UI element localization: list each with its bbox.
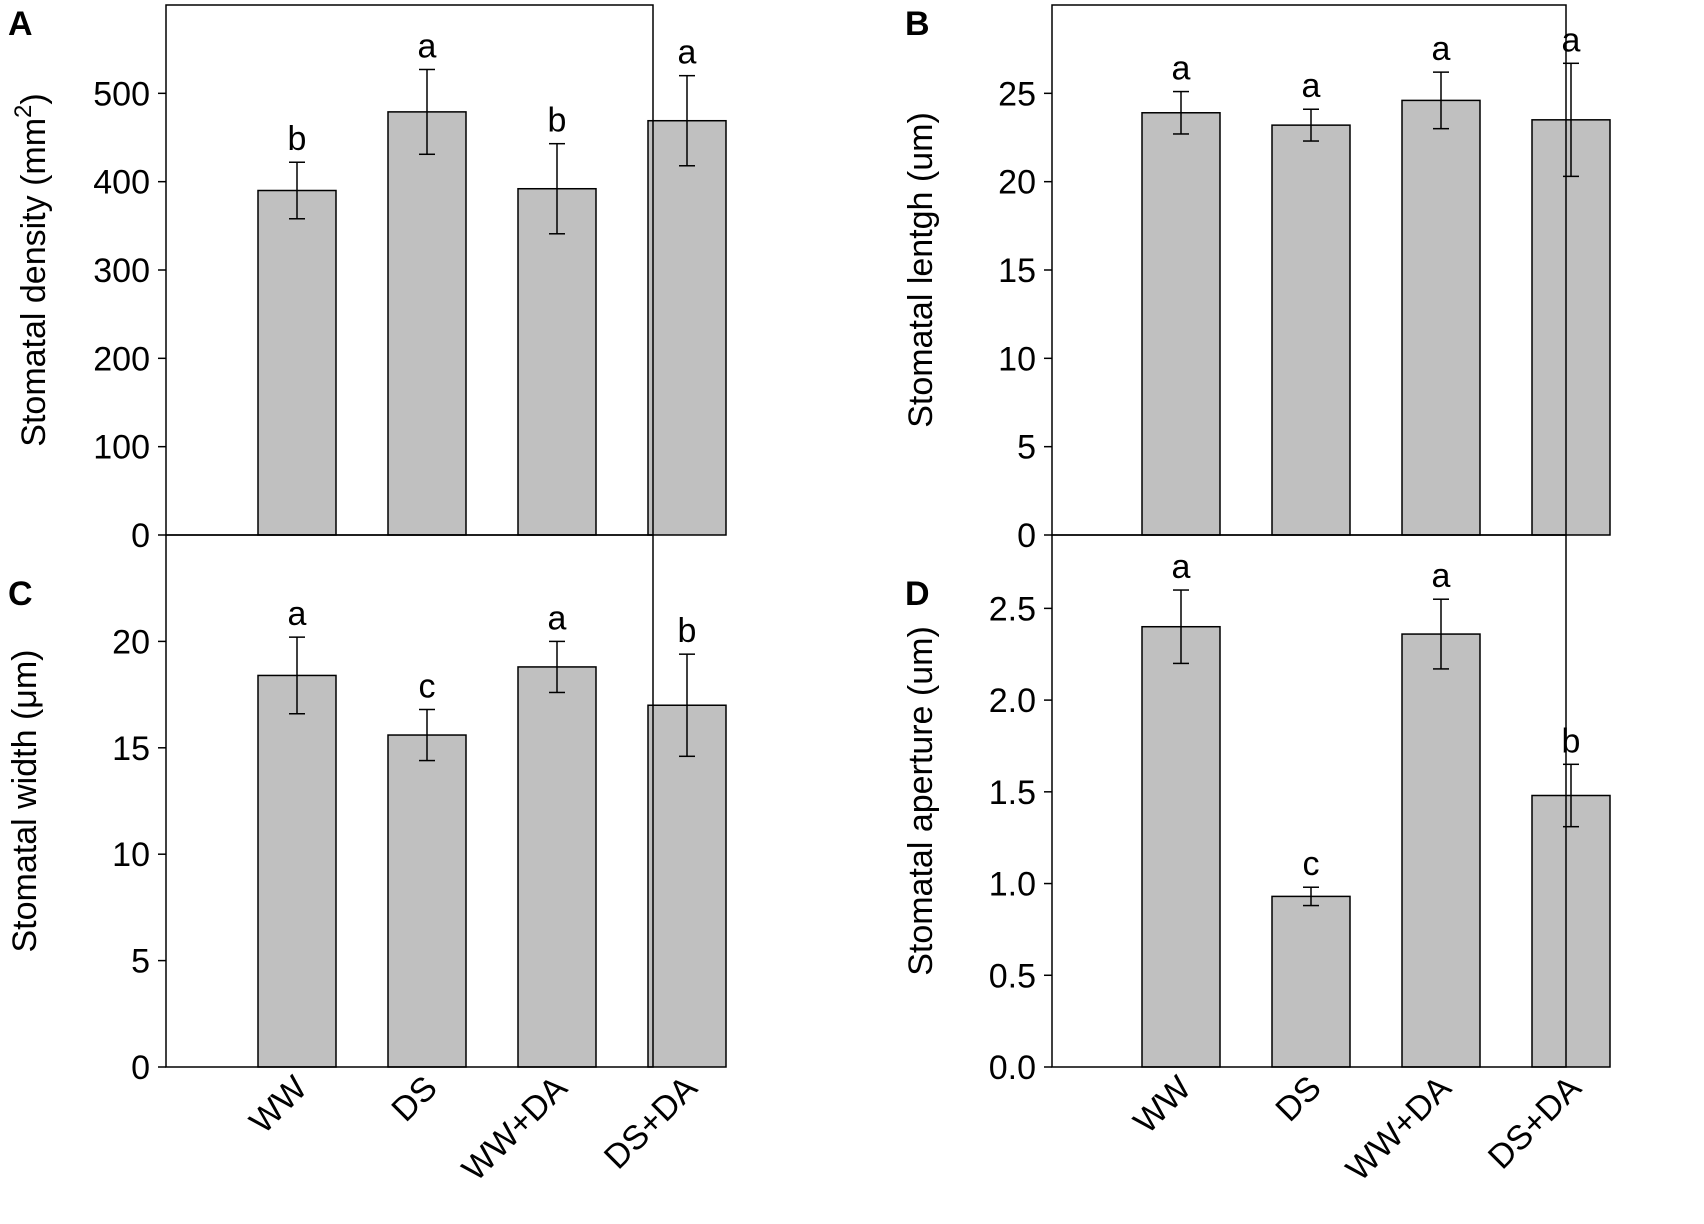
y-tick-label: 100 (93, 429, 150, 467)
bar-ds (1271, 124, 1351, 536)
bar-ww (1141, 625, 1221, 1068)
error-bar (419, 708, 435, 762)
y-tick-label: 500 (93, 75, 150, 113)
error-bar (1173, 90, 1189, 135)
bar-ww (257, 674, 337, 1068)
plot-frame (165, 534, 654, 1068)
error-bar (1303, 108, 1319, 142)
y-axis-label: Stomatal width (μm) (6, 650, 44, 953)
significance-letter: a (678, 34, 697, 72)
error-bar (679, 653, 695, 758)
bar-ds-plus-da (1531, 119, 1611, 536)
significance-letter: a (1172, 50, 1191, 88)
x-category-label: WW (242, 1069, 314, 1141)
y-tick-label: 10 (112, 836, 150, 874)
y-axis-label-text: Stomatal aperture (um) (902, 626, 940, 976)
error-bar (549, 142, 565, 235)
error-bar (1173, 589, 1189, 665)
significance-letter: a (418, 27, 437, 65)
y-tick-label: 0.5 (989, 957, 1036, 995)
x-category-label: WW (1126, 1069, 1198, 1141)
y-tick-label: 15 (998, 252, 1036, 290)
y-tick-label: 1.0 (989, 866, 1036, 904)
y-tick-label: 0 (131, 517, 150, 555)
y-axis-label-text: Stomatal lentgh (um) (902, 112, 940, 428)
bar-ds (1271, 895, 1351, 1068)
panel-a: b a b a 0 100 200 300 400 500 A Stomatal density (m… (8, 4, 727, 555)
significance-letter: b (288, 120, 307, 158)
panel-letter: A (8, 5, 33, 43)
bar-ww-plus-da (517, 187, 597, 536)
y-axis-label-superscript: 2 (10, 105, 37, 118)
x-category-label: DS (1268, 1069, 1328, 1129)
significance-letter: a (1432, 557, 1451, 595)
y-tick-label: 5 (131, 943, 150, 981)
plot-frame (1051, 534, 1567, 1068)
significance-letter: c (419, 667, 436, 705)
bar-ww (1141, 112, 1221, 536)
y-tick-label: 2.5 (989, 590, 1036, 628)
significance-letter: a (548, 599, 567, 637)
x-category-label: DS (384, 1069, 444, 1129)
error-bar (1303, 886, 1319, 907)
y-tick-label: 0 (1017, 517, 1036, 555)
bar-ww-plus-da (1401, 99, 1481, 536)
x-category-label: WW+DA (1339, 1069, 1459, 1189)
bar-ds (387, 734, 467, 1068)
y-tick-label: 0 (131, 1049, 150, 1087)
significance-letter: a (1432, 30, 1451, 68)
y-tick-label: 300 (93, 252, 150, 290)
bar-ww (257, 189, 337, 536)
bar-ds-plus-da (647, 119, 727, 536)
panel-b: a a a a 0 5 10 15 20 25 B Stomatal lentgh (um) (902, 4, 1611, 555)
significance-letter: b (1562, 722, 1581, 760)
bar-ww-plus-da (1401, 633, 1481, 1068)
significance-letter: a (1172, 548, 1191, 586)
x-category-label: DS+DA (597, 1069, 705, 1177)
y-axis-label-text: Stomatal density (mm (15, 118, 53, 447)
bar-ds-plus-da (1531, 794, 1611, 1068)
bar-ds-plus-da (647, 704, 727, 1068)
y-axis-label: Stomatal lentgh (um) (902, 112, 940, 428)
bar-ds (387, 111, 467, 536)
error-bar (679, 74, 695, 167)
error-bar (1433, 598, 1449, 670)
significance-letter: a (1302, 67, 1321, 105)
error-bar (289, 161, 305, 220)
y-tick-label: 10 (998, 340, 1036, 378)
x-category-label: WW+DA (455, 1069, 575, 1189)
significance-letter: a (288, 595, 307, 633)
significance-letter: c (1303, 845, 1320, 883)
y-tick-label: 25 (998, 75, 1036, 113)
y-axis-label-close: ) (15, 93, 53, 104)
y-tick-label: 15 (112, 730, 150, 768)
y-axis-label: Stomatal aperture (um) (902, 626, 940, 976)
y-tick-label: 5 (1017, 429, 1036, 467)
y-tick-label: 1.5 (989, 774, 1036, 812)
error-bar (419, 68, 435, 156)
y-axis-label: Stomatal density (mm2) (10, 93, 53, 446)
error-bar (549, 640, 565, 694)
significance-letter: b (678, 612, 697, 650)
y-tick-label: 20 (998, 164, 1036, 202)
y-tick-label: 400 (93, 164, 150, 202)
y-axis-label-text: Stomatal width (μm) (6, 650, 44, 953)
y-tick-label: 20 (112, 623, 150, 661)
significance-letter: b (548, 102, 567, 140)
x-category-label: DS+DA (1481, 1069, 1589, 1177)
panel-c: a c a b 0 5 10 15 20 C Stomatal width (μm) WW DS WW+D… (6, 534, 727, 1189)
y-tick-label: 0.0 (989, 1049, 1036, 1087)
error-bar (1433, 71, 1449, 130)
y-tick-label: 2.0 (989, 682, 1036, 720)
panel-letter: C (8, 575, 33, 613)
panel-d: a c a b 0.0 0.5 1.0 1.5 2.0 2.5 D Stomatal aperture… (902, 534, 1611, 1189)
panel-letter: D (905, 575, 930, 613)
y-tick-label: 200 (93, 340, 150, 378)
significance-letter: a (1562, 21, 1581, 59)
bar-ww-plus-da (517, 666, 597, 1068)
panel-letter: B (905, 5, 930, 43)
error-bar (289, 636, 305, 715)
